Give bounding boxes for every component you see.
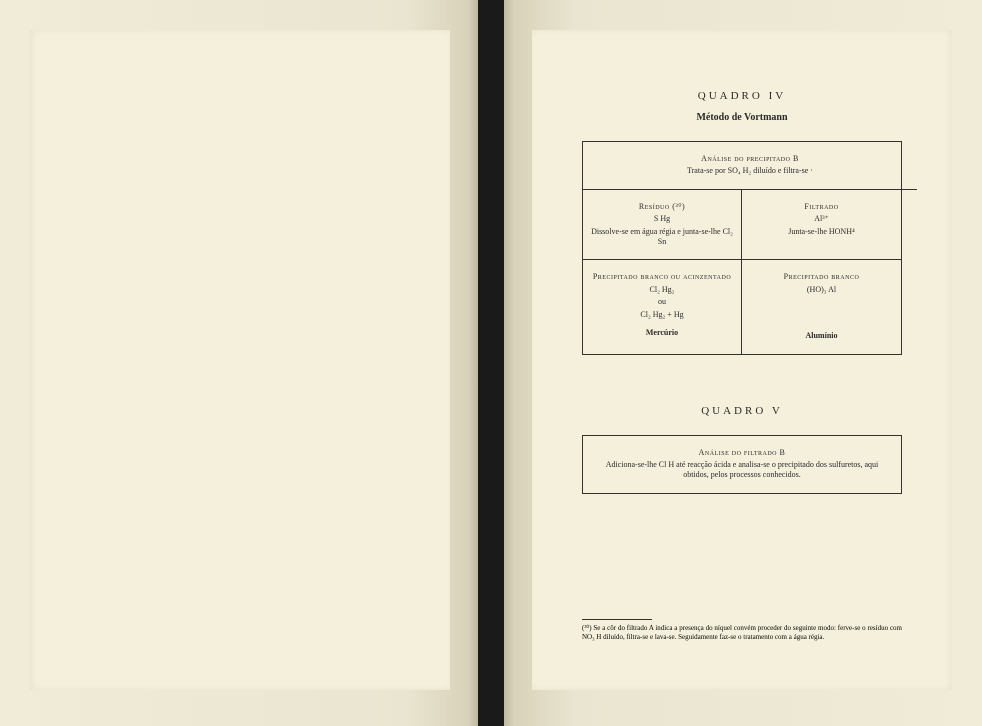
book-spine xyxy=(478,0,504,726)
residuo-text: Dissolve-se em água régia e junta-se-lhe… xyxy=(589,227,735,248)
footnote-rule xyxy=(582,619,652,620)
quadro4-subtitle: Método de Vortmann xyxy=(582,112,902,123)
precip-right-label: Precipitado branco xyxy=(748,272,895,282)
filtrado-formula: Al³⁺ xyxy=(748,214,895,224)
aluminio-result: Alumínio xyxy=(748,331,895,341)
quadro4-row1-right: Filtrado Al³⁺ Junta-se-lhe HONH⁴ xyxy=(742,190,901,260)
quadro4-table: Análise do precipitado B Trata-se por SO… xyxy=(582,141,902,355)
precip-left-f2: Cl₂ Hg₂ + Hg xyxy=(589,310,735,320)
left-page-paper xyxy=(30,30,450,690)
precip-left-ou: ou xyxy=(589,297,735,307)
filtrado-text: Junta-se-lhe HONH⁴ xyxy=(748,227,895,237)
residuo-formula: S Hg xyxy=(589,214,735,224)
quadro4-header-label: Análise do precipitado B xyxy=(591,154,909,164)
right-page: QUADRO IV Método de Vortmann Análise do … xyxy=(504,0,982,726)
quadro5-box: Análise do filtrado B Adiciona-se-lhe Cl… xyxy=(582,435,902,494)
precip-left-label: Precipitado branco ou acinzentado xyxy=(589,272,735,282)
quadro4-header-text: Trata-se por SO₄ H₂ diluído e filtra-se … xyxy=(591,166,909,176)
quadro5-label: Análise do filtrado B xyxy=(597,448,887,458)
quadro4-row1-left: Resíduo (³⁰) S Hg Dissolve-se em água ré… xyxy=(583,190,742,260)
footnote-block: (³⁰) Se a côr do filtrado A indica a pre… xyxy=(582,619,902,642)
left-page xyxy=(0,0,478,726)
quadro4-row2: Precipitado branco ou acinzentado Cl₂ Hg… xyxy=(583,260,901,353)
precip-right-f1: (HO)₃ Al xyxy=(748,285,895,295)
filtrado-label: Filtrado xyxy=(748,202,895,212)
quadro4-row2-left: Precipitado branco ou acinzentado Cl₂ Hg… xyxy=(583,260,742,353)
footnote-text: (³⁰) Se a côr do filtrado A indica a pre… xyxy=(582,624,902,642)
residuo-label: Resíduo (³⁰) xyxy=(589,202,735,212)
quadro4-row1: Resíduo (³⁰) S Hg Dissolve-se em água ré… xyxy=(583,190,901,261)
right-page-paper: QUADRO IV Método de Vortmann Análise do … xyxy=(532,30,952,690)
spacer xyxy=(748,297,895,323)
quadro5-text: Adiciona-se-lhe Cl H até reacção ácida e… xyxy=(597,460,887,481)
quadro4-header-cell: Análise do precipitado B Trata-se por SO… xyxy=(583,142,917,190)
quadro4-title: QUADRO IV xyxy=(582,90,902,102)
book-spread: QUADRO IV Método de Vortmann Análise do … xyxy=(0,0,982,726)
precip-left-f1: Cl₂ Hg₂ xyxy=(589,285,735,295)
quadro5-title: QUADRO V xyxy=(582,405,902,417)
mercurio-result: Mercúrio xyxy=(589,328,735,338)
page-content: QUADRO IV Método de Vortmann Análise do … xyxy=(532,30,952,494)
quadro4-row2-right: Precipitado branco (HO)₃ Al Alumínio xyxy=(742,260,901,353)
